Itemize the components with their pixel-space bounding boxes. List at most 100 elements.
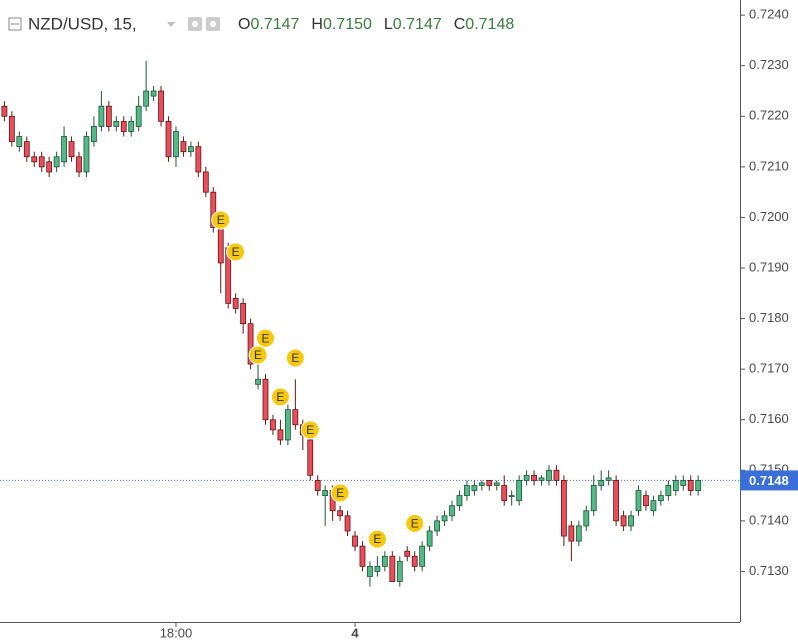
candle-body: [344, 515, 351, 532]
candle-body: [583, 510, 590, 527]
candle-body: [270, 419, 276, 431]
candle-body: [128, 120, 135, 132]
event-label: E: [276, 390, 284, 404]
candle-body: [635, 490, 642, 512]
candle-body: [464, 485, 470, 496]
candle-body: [68, 141, 75, 158]
candle-body: [98, 105, 105, 127]
candle-body: [389, 555, 396, 582]
candle-body: [561, 480, 567, 537]
candle-body: [277, 429, 284, 441]
collapse-icon[interactable]: [8, 17, 22, 31]
visibility-icon-eye: [192, 21, 198, 27]
candle-body: [165, 120, 172, 158]
event-marker: [330, 483, 350, 503]
candle-body: [620, 515, 627, 527]
event-label: E: [373, 532, 381, 546]
candle-body: [381, 555, 388, 567]
candle-body: [46, 161, 53, 173]
candle-body: [262, 378, 269, 421]
candle-body: [486, 480, 493, 486]
candle-body: [143, 90, 150, 107]
candle-body: [478, 482, 485, 486]
candle-body: [240, 303, 247, 325]
x-tick-label: 4: [351, 625, 359, 640]
candle-body: [284, 409, 291, 441]
candle-body: [404, 550, 411, 557]
candle-body: [449, 505, 455, 517]
candle-body: [643, 495, 649, 507]
candle-body: [531, 474, 537, 481]
candle-body: [202, 171, 209, 193]
candle-body: [322, 490, 329, 496]
candle-body: [53, 156, 60, 168]
y-tick-label: 0.7220: [749, 108, 789, 123]
ohlc-key: L: [384, 16, 393, 33]
candle-body: [76, 156, 82, 173]
candle-body: [568, 525, 575, 542]
last-price-label: 0.7148: [749, 473, 789, 488]
candle-body: [523, 474, 530, 481]
candle-body: [546, 469, 552, 481]
y-tick-label: 0.7230: [749, 57, 789, 72]
candle-body: [113, 120, 120, 127]
dropdown-arrow[interactable]: [167, 22, 175, 27]
y-tick-label: 0.7200: [749, 209, 789, 224]
candle-body: [657, 495, 664, 502]
candle-body: [672, 480, 679, 491]
event-marker: [367, 529, 387, 549]
candle-body: [173, 131, 179, 158]
ohlc-legend: O 0.7147 H 0.7150 L 0.7147 C 0.7148: [238, 16, 514, 33]
x-tick-label: 18:00: [160, 625, 193, 640]
candle-body: [195, 146, 202, 173]
event-label: E: [291, 351, 299, 365]
candle-body: [120, 120, 127, 132]
candle-body: [367, 565, 373, 577]
y-tick-label: 0.7180: [749, 310, 789, 325]
candle-body: [419, 545, 426, 567]
candle-body: [83, 136, 90, 173]
ohlc-value: 0.7150: [323, 16, 372, 33]
y-tick-label: 0.7130: [749, 563, 789, 578]
candle-body: [61, 136, 67, 163]
event-marker: [226, 242, 246, 262]
candle-body: [210, 191, 217, 228]
candle-body: [695, 480, 702, 491]
ohlc-key: O: [238, 16, 250, 33]
candle-body: [434, 520, 440, 532]
candle-body: [471, 485, 478, 491]
event-label: E: [232, 245, 240, 259]
candle-body: [456, 495, 463, 507]
event-marker: [285, 348, 305, 368]
event-label: E: [411, 517, 419, 531]
candle-body: [426, 530, 433, 547]
candle-body: [493, 482, 500, 486]
candle-body: [180, 141, 187, 153]
event-marker: [248, 345, 268, 365]
settings-icon-gear: [210, 21, 216, 27]
candle-body: [411, 555, 418, 567]
candle-body: [38, 156, 45, 168]
candle-body: [91, 126, 97, 142]
candle-body: [217, 227, 224, 264]
y-tick-label: 0.7210: [749, 158, 789, 173]
candle-body: [292, 409, 299, 426]
event-label: E: [217, 213, 225, 227]
ohlc-value: 0.7147: [393, 16, 442, 33]
candle-body: [232, 297, 239, 309]
candle-body: [337, 510, 344, 517]
candle-body: [135, 105, 142, 127]
candle-body: [613, 480, 620, 522]
candle-body: [538, 477, 545, 481]
ohlc-key: C: [454, 16, 466, 33]
candle-body: [150, 90, 157, 97]
candle-body: [553, 469, 560, 481]
candle-body: [575, 525, 582, 542]
candle-body: [314, 480, 321, 491]
candle-body: [516, 480, 523, 502]
event-label: E: [336, 486, 344, 500]
y-tick-label: 0.7170: [749, 361, 789, 376]
ohlc-key: H: [311, 16, 323, 33]
candle-body: [23, 141, 30, 158]
